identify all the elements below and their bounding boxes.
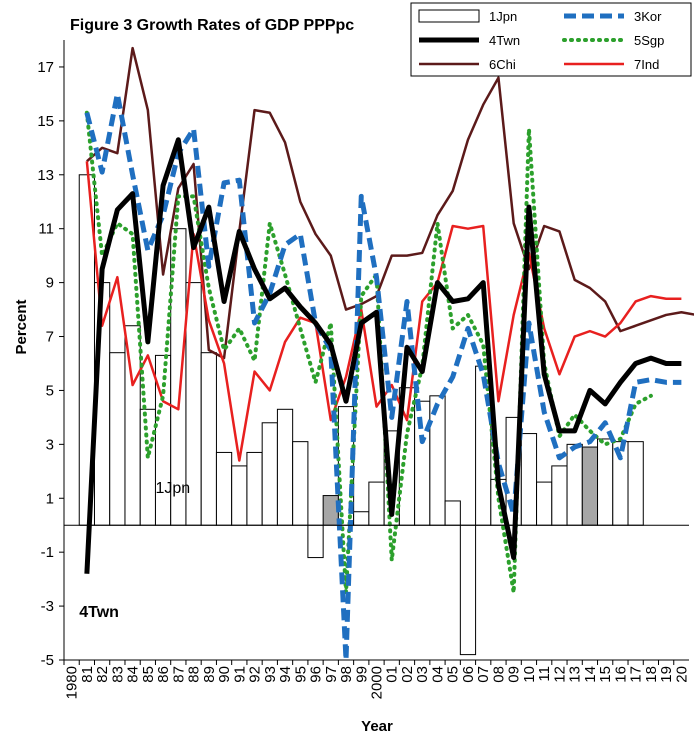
bar-2013 — [566, 443, 583, 526]
y-tick-label: -5 — [41, 652, 54, 669]
bar-1994 — [276, 408, 294, 526]
bar-1986 — [154, 354, 172, 526]
legend-label-5Sgp: 5Sgp — [634, 33, 664, 48]
y-tick-label: 9 — [46, 275, 54, 292]
annotation-4Twn: 4Twn — [79, 604, 119, 621]
x-tick-label: 82 — [94, 666, 111, 683]
x-tick-label: 19 — [658, 666, 675, 683]
x-tick-label: 12 — [551, 666, 568, 683]
x-tick-label: 13 — [567, 666, 584, 683]
bar-2012 — [551, 465, 568, 526]
x-tick-label: 14 — [582, 666, 599, 683]
bar-1999 — [353, 511, 370, 526]
series-line-6Chi — [86, 46, 694, 360]
x-tick-label: 06 — [460, 666, 477, 683]
annotations-layer: 1Jpn 4Twn — [79, 480, 190, 621]
x-tick-label: 08 — [490, 666, 507, 683]
x-tick-label: 84 — [125, 666, 142, 683]
bar-1997 — [322, 495, 339, 526]
y-tick-label: 11 — [38, 221, 54, 238]
x-tick-label: 04 — [429, 666, 446, 683]
x-tick-label: 81 — [79, 666, 96, 683]
x-tick-label: 16 — [612, 666, 629, 683]
x-tick-label: 87 — [170, 666, 187, 683]
x-tick-label: 05 — [445, 666, 462, 683]
y-tick-label: -1 — [41, 544, 54, 561]
x-tick-label: 11 — [536, 666, 553, 682]
x-tick-label: 10 — [521, 666, 538, 683]
bar-1991 — [231, 465, 248, 526]
x-tick-label: 01 — [384, 666, 401, 683]
series-line-3Kor — [84, 91, 682, 663]
bar-2005 — [444, 500, 461, 526]
legend-swatch-1Jpn — [418, 9, 480, 23]
x-tick-label: 89 — [201, 666, 218, 683]
x-tick-label: 97 — [323, 666, 340, 683]
x-tick-label: 91 — [231, 666, 248, 683]
x-tick-label: 92 — [247, 666, 264, 683]
y-tick-label: 7 — [46, 329, 54, 346]
bar-1993 — [261, 422, 278, 526]
y-tick-label: -3 — [41, 598, 54, 615]
legend-label-7Ind: 7Ind — [634, 57, 659, 72]
y-tick-label: 5 — [46, 382, 54, 399]
bar-2011 — [536, 481, 553, 526]
x-tick-label: 20 — [673, 666, 690, 683]
legend-label-4Twn: 4Twn — [489, 33, 520, 48]
x-tick-label: 94 — [277, 666, 294, 683]
x-tick-label: 1980 — [64, 666, 81, 699]
y-tick-label: 15 — [37, 113, 54, 130]
legend-label-6Chi: 6Chi — [489, 57, 516, 72]
y-axis-title: Percent — [13, 299, 30, 354]
y-tick-label: 1 — [46, 490, 54, 507]
bar-1992 — [246, 451, 263, 526]
annotation-1Jpn: 1Jpn — [155, 480, 190, 497]
x-tick-label: 2000 — [369, 666, 386, 699]
x-tick-label: 17 — [628, 666, 645, 683]
x-tick-label: 98 — [338, 666, 355, 683]
bar-1990 — [215, 451, 233, 526]
y-tick-label: 17 — [37, 59, 54, 76]
axes-layer: 1715131197531-1-3-5198081828384858687888… — [37, 40, 690, 699]
x-tick-label: 86 — [155, 666, 172, 683]
y-tick-label: 13 — [37, 167, 54, 184]
x-tick-label: 90 — [216, 666, 233, 683]
bar-1983 — [109, 352, 126, 526]
bar-2000 — [368, 481, 385, 526]
series-line-4Twn — [84, 137, 682, 574]
x-tick-label: 07 — [475, 666, 492, 683]
bar-2004 — [429, 395, 446, 526]
bars-layer — [78, 174, 644, 656]
x-tick-label: 96 — [308, 666, 325, 683]
bar-1989 — [200, 352, 217, 526]
x-tick-label: 09 — [506, 666, 523, 683]
bar-2010 — [520, 433, 538, 526]
bar-2006 — [459, 524, 477, 656]
x-tick-label: 88 — [186, 666, 203, 683]
x-tick-label: 93 — [262, 666, 279, 683]
legend-label-3Kor: 3Kor — [634, 9, 662, 24]
y-tick-label: 3 — [46, 436, 54, 453]
x-tick-label: 03 — [414, 666, 431, 683]
x-tick-label: 83 — [109, 666, 126, 683]
x-tick-label: 95 — [292, 666, 309, 683]
bar-2014 — [581, 446, 599, 526]
x-tick-label: 02 — [399, 666, 416, 683]
bar-1996 — [307, 524, 324, 559]
x-tick-label: 85 — [140, 666, 157, 683]
legend-label-1Jpn: 1Jpn — [489, 9, 517, 24]
x-tick-label: 99 — [353, 666, 370, 683]
lines-layer — [84, 46, 694, 663]
bar-1985 — [139, 408, 156, 526]
x-axis-title: Year — [361, 718, 393, 735]
legend: 1Jpn 3Kor 4Twn 5Sgp 6Chi 7Ind — [410, 2, 692, 77]
bar-2015 — [597, 438, 614, 526]
bar-1995 — [292, 441, 309, 526]
x-tick-label: 18 — [643, 666, 660, 683]
chart-title: Figure 3 Growth Rates of GDP PPPpc — [70, 17, 354, 34]
bar-2017 — [627, 441, 644, 526]
x-tick-label: 15 — [597, 666, 614, 683]
